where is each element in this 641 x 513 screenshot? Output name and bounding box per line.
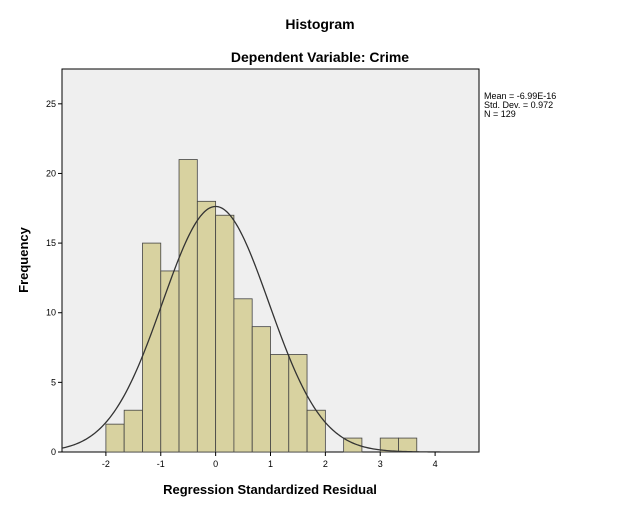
x-tick-label: 0 <box>213 459 218 469</box>
y-tick-label: 15 <box>46 238 56 248</box>
x-axis-label: Regression Standardized Residual <box>163 482 377 497</box>
histogram-bar <box>288 354 308 453</box>
x-tick-label: -1 <box>157 459 165 469</box>
x-tick-label: 1 <box>268 459 273 469</box>
chart-title: Histogram <box>285 16 354 32</box>
histogram-bar <box>398 437 418 453</box>
histogram-bar <box>270 354 290 453</box>
histogram-bar <box>251 326 271 453</box>
y-tick-label: 10 <box>46 308 56 318</box>
x-tick-label: 3 <box>378 459 383 469</box>
x-tick-label: 4 <box>433 459 438 469</box>
y-axis-label: Frequency <box>16 226 31 293</box>
y-tick-label: 25 <box>46 99 56 109</box>
chart-subtitle: Dependent Variable: Crime <box>231 49 409 65</box>
histogram-bar <box>178 159 198 453</box>
stats-std-dev: Std. Dev. = 0.972 <box>484 100 553 110</box>
histogram-bar <box>215 214 235 453</box>
stats-n: N = 129 <box>484 109 516 119</box>
x-axis: -2 -1 0 1 2 3 4 <box>102 452 438 469</box>
stats-block: Mean = -6.99E-16 Std. Dev. = 0.972 N = 1… <box>484 91 556 119</box>
x-tick-label: 2 <box>323 459 328 469</box>
stats-mean: Mean = -6.99E-16 <box>484 91 556 101</box>
y-tick-label: 20 <box>46 168 56 178</box>
y-axis: 0 5 10 15 20 25 <box>46 99 62 457</box>
histogram-bar <box>343 437 363 453</box>
histogram-bar <box>123 409 143 453</box>
x-tick-label: -2 <box>102 459 110 469</box>
histogram-bar <box>196 200 217 453</box>
bars-group <box>105 159 418 453</box>
y-tick-label: 0 <box>51 447 56 457</box>
normal-curve <box>61 205 479 453</box>
histogram-bar <box>306 409 326 453</box>
histogram-bar <box>233 298 253 453</box>
y-tick-label: 5 <box>51 377 56 387</box>
histogram-bar <box>105 423 125 453</box>
